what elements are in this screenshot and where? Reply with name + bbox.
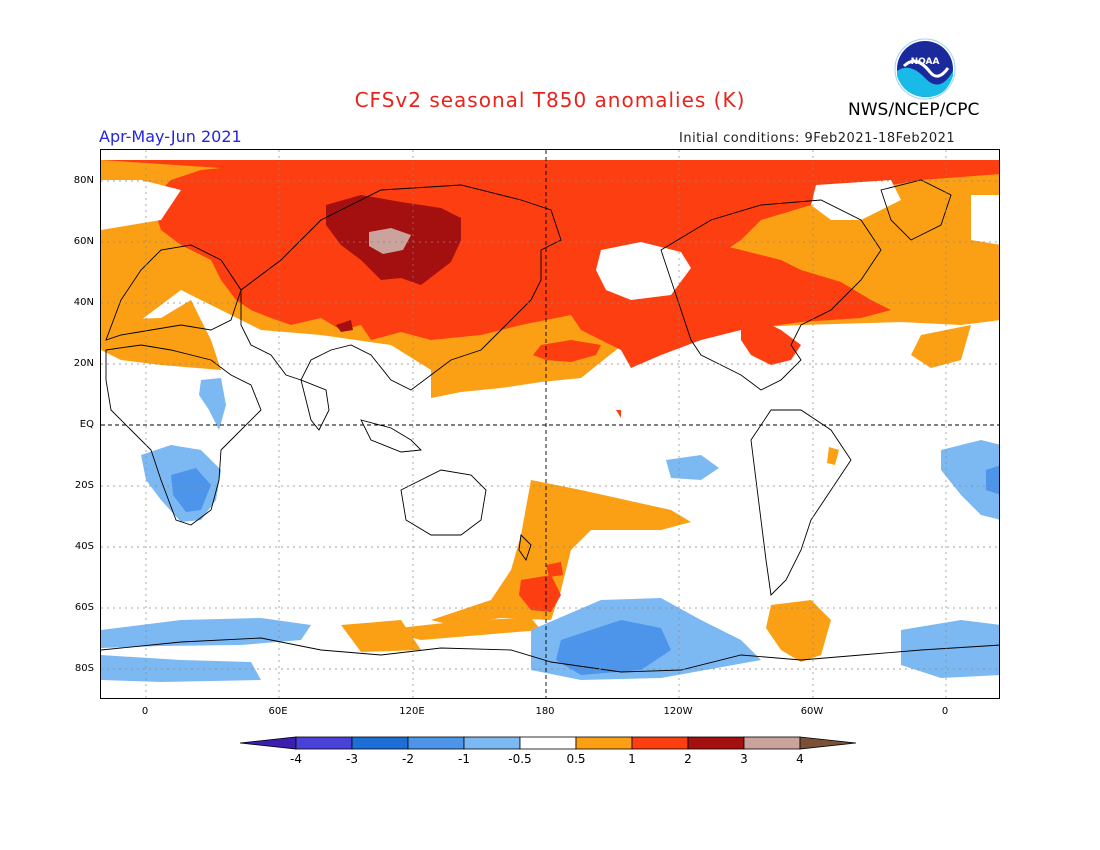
colorbar-cell bbox=[463, 736, 521, 750]
colorbar-cell bbox=[631, 736, 689, 750]
colorbar-label: -4 bbox=[290, 752, 302, 766]
lat-label: 80S bbox=[74, 663, 94, 674]
lat-label: 20S bbox=[74, 480, 94, 491]
colorbar-cell bbox=[295, 736, 353, 750]
chart-title: CFSv2 seasonal T850 anomalies (K) bbox=[354, 88, 746, 112]
colorbar-cell bbox=[687, 736, 745, 750]
colorbar-cell bbox=[799, 736, 857, 750]
lon-label: 60E bbox=[268, 706, 288, 717]
graticule bbox=[101, 150, 999, 698]
lon-label: 180 bbox=[535, 706, 555, 717]
forecast-period: Apr-May-Jun 2021 bbox=[99, 127, 242, 146]
colorbar-cell bbox=[240, 736, 297, 750]
lat-label: 60N bbox=[73, 236, 94, 247]
lat-label: 60S bbox=[74, 602, 94, 613]
organization-label: NWS/NCEP/CPC bbox=[848, 100, 980, 120]
lat-label: EQ bbox=[79, 419, 94, 430]
lat-label: 40S bbox=[74, 541, 94, 552]
colorbar-label: 1 bbox=[628, 752, 636, 766]
logo-text: NOAA bbox=[911, 57, 940, 67]
lon-label: 120W bbox=[663, 706, 693, 717]
coastlines bbox=[101, 179, 999, 673]
lat-label: 80N bbox=[73, 175, 94, 186]
lon-label: 60W bbox=[800, 706, 824, 717]
initial-conditions: Initial conditions: 9Feb2021-18Feb2021 bbox=[679, 131, 956, 146]
lat-label: 40N bbox=[73, 297, 94, 308]
warm-anomaly-red bbox=[101, 160, 999, 612]
noaa-logo-icon: NOAA bbox=[894, 38, 956, 100]
anomaly-map bbox=[100, 149, 1000, 699]
map-canvas bbox=[101, 150, 999, 698]
colorbar-cell bbox=[407, 736, 465, 750]
colorbar bbox=[240, 736, 857, 750]
equator-dateline bbox=[101, 150, 999, 698]
colorbar-cell bbox=[519, 736, 577, 750]
colorbar-label: -2 bbox=[402, 752, 414, 766]
lon-label: 0 bbox=[941, 706, 949, 717]
colorbar-cell bbox=[575, 736, 633, 750]
warm-anomaly-pink bbox=[369, 228, 411, 254]
colorbar-cell bbox=[351, 736, 409, 750]
colorbar-label: 4 bbox=[796, 752, 804, 766]
lon-label: 0 bbox=[141, 706, 149, 717]
lon-label: 120E bbox=[399, 706, 425, 717]
lat-label: 20N bbox=[73, 358, 94, 369]
colorbar-label: -3 bbox=[346, 752, 358, 766]
colorbar-cell bbox=[743, 736, 801, 750]
colorbar-label: 0.5 bbox=[566, 752, 586, 766]
colorbar-label: 3 bbox=[740, 752, 748, 766]
colorbar-label: 2 bbox=[684, 752, 692, 766]
cool-anomaly-medium bbox=[171, 465, 999, 675]
colorbar-label: -1 bbox=[458, 752, 470, 766]
colorbar-label: -0.5 bbox=[508, 752, 532, 766]
